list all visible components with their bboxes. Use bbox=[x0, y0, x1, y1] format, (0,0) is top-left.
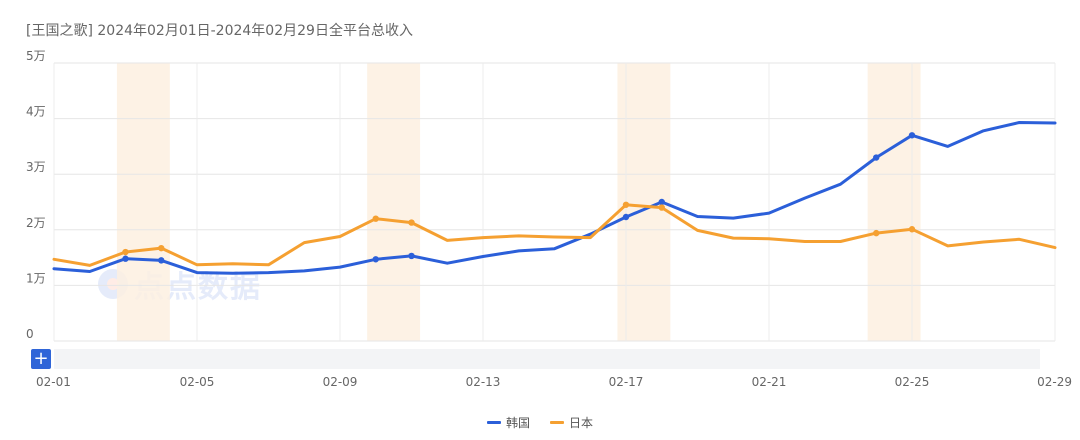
series-point-1 bbox=[122, 248, 129, 256]
legend-swatch bbox=[550, 421, 564, 424]
series-point-0 bbox=[622, 213, 630, 221]
series-point-1 bbox=[372, 215, 379, 222]
series-point-0 bbox=[372, 256, 379, 263]
series-point-1 bbox=[658, 204, 665, 211]
chart-zoom-slider-track[interactable] bbox=[54, 349, 1040, 369]
x-tick-label: 02-25 bbox=[895, 375, 930, 389]
highlight-band-0 bbox=[116, 63, 170, 341]
series-point-1 bbox=[408, 219, 415, 226]
series-point-1 bbox=[158, 244, 165, 252]
highlight-band-3 bbox=[867, 63, 921, 341]
x-tick-label: 02-21 bbox=[752, 375, 787, 389]
series-point-0 bbox=[908, 132, 916, 139]
y-tick-label: 2万 bbox=[26, 216, 46, 230]
legend-item-1[interactable]: 日本 bbox=[550, 414, 593, 431]
y-tick-label: 1万 bbox=[26, 271, 46, 285]
x-tick-label: 02-05 bbox=[180, 375, 215, 389]
legend-label: 日本 bbox=[569, 416, 594, 430]
x-tick-label: 02-09 bbox=[323, 375, 358, 389]
series-point-0 bbox=[408, 252, 415, 260]
series-point-1 bbox=[622, 201, 630, 208]
y-tick-label: 3万 bbox=[26, 160, 46, 174]
series-point-0 bbox=[873, 154, 880, 161]
x-tick-label: 02-01 bbox=[36, 375, 71, 389]
y-tick-label: 0 bbox=[26, 327, 34, 341]
y-axis-ticks: 0 1万 2万 3万 4万 5万 bbox=[26, 49, 46, 341]
legend-item-0[interactable]: 韩国 bbox=[486, 414, 530, 431]
chart-title: [王国之歌] 2024年02月01日-2024年02月29日全平台总收入 bbox=[26, 23, 413, 39]
highlight-band-1 bbox=[367, 63, 421, 341]
series-point-0 bbox=[158, 257, 165, 264]
series-point-1 bbox=[873, 229, 880, 237]
x-axis-ticks: 02-01 02-05 02-09 02-13 02-17 02-21 02-25 02-29 bbox=[36, 375, 1072, 389]
series-point-0 bbox=[122, 255, 129, 262]
x-tick-label: 02-13 bbox=[466, 375, 501, 389]
legend-swatch bbox=[486, 421, 501, 424]
series-line-0 bbox=[52, 121, 1057, 275]
series-point-1 bbox=[908, 226, 916, 233]
series-point-0 bbox=[658, 198, 665, 206]
x-tick-label: 02-29 bbox=[1037, 375, 1072, 389]
legend-label: 韩国 bbox=[505, 416, 530, 430]
highlight-bands bbox=[116, 63, 921, 341]
x-tick-label: 02-17 bbox=[609, 375, 644, 389]
series-lines bbox=[52, 121, 1057, 275]
series-points bbox=[122, 132, 916, 264]
expand-zoom-button[interactable]: + bbox=[31, 349, 51, 369]
series-line-1 bbox=[52, 203, 1057, 267]
y-tick-label: 4万 bbox=[26, 105, 46, 119]
y-tick-label: 5万 bbox=[26, 49, 46, 63]
legend: 韩国 日本 bbox=[0, 414, 1080, 431]
